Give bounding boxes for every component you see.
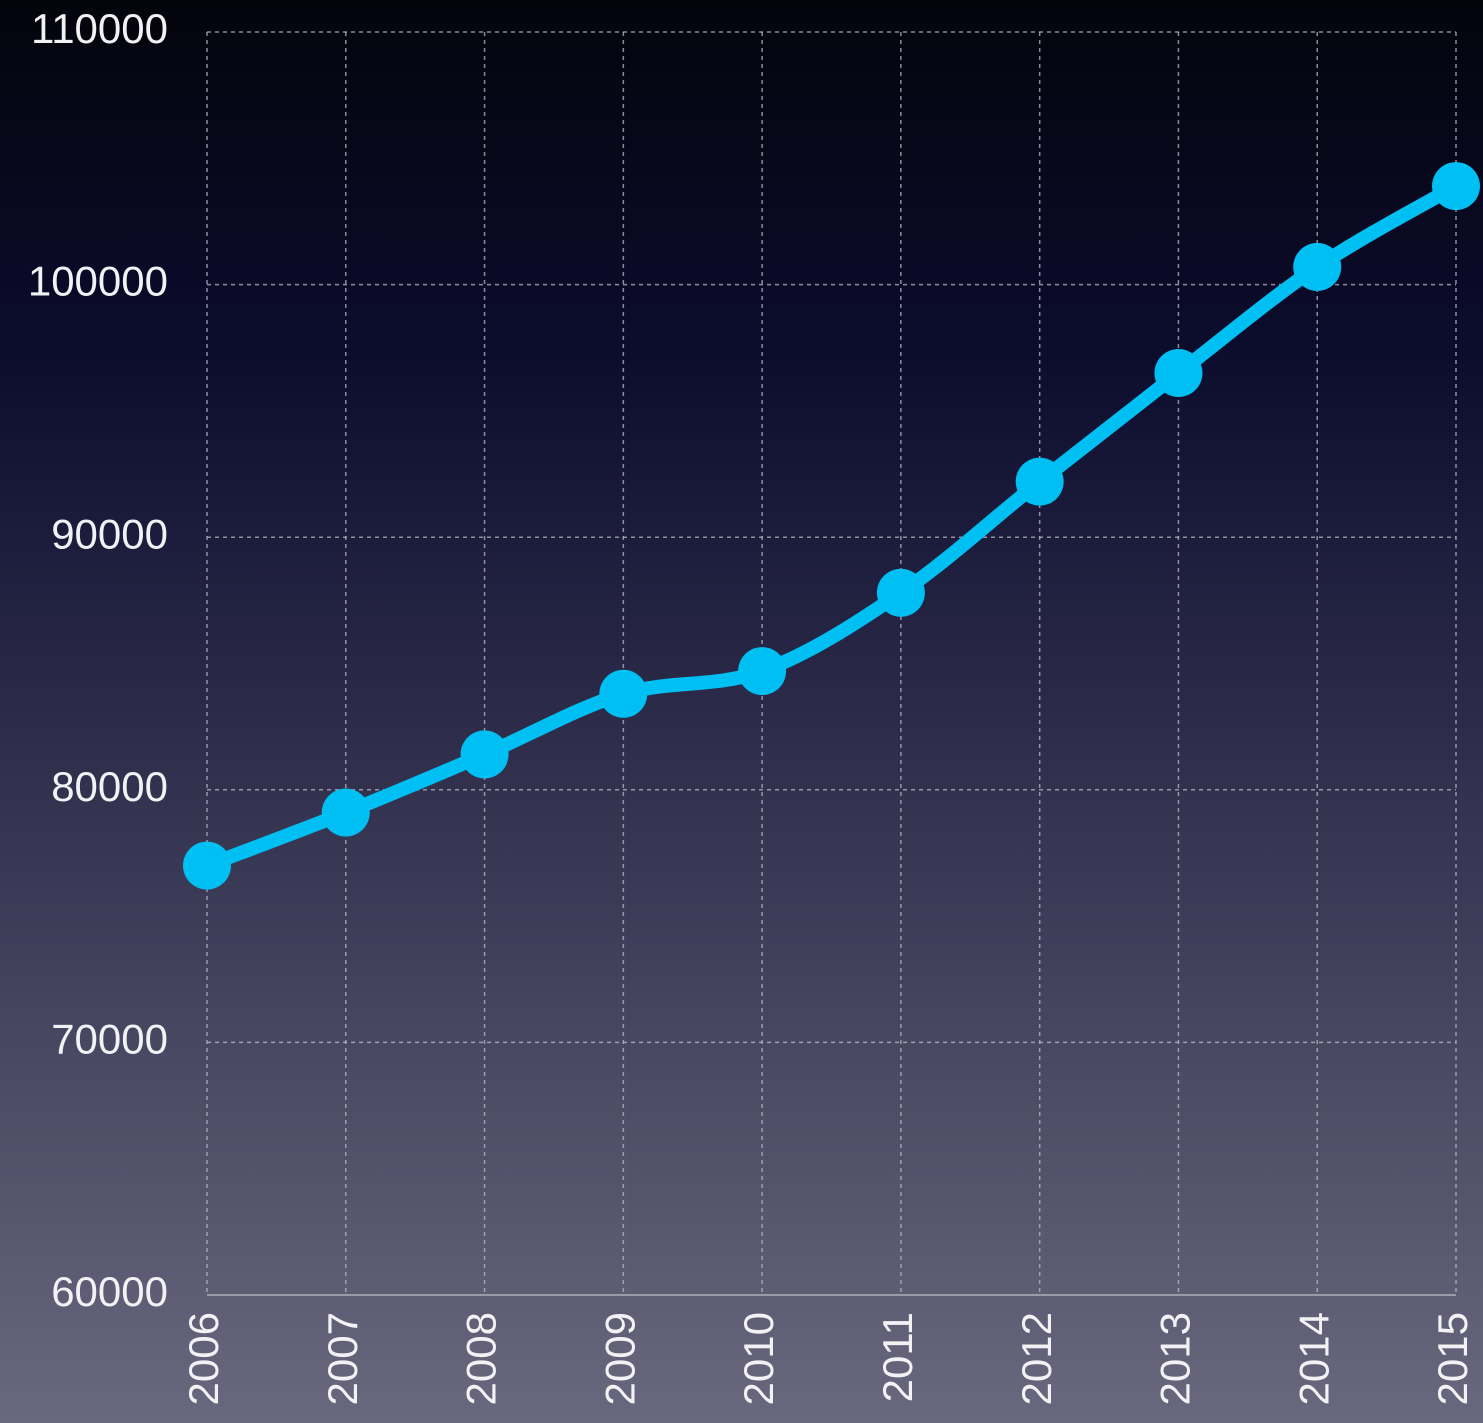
y-tick-label: 60000 (51, 1268, 168, 1315)
marker (321, 788, 370, 837)
x-tick-label: 2012 (1013, 1312, 1060, 1405)
y-tick-label: 70000 (51, 1015, 168, 1062)
x-tick-label: 2007 (319, 1312, 366, 1405)
x-tick-label: 2008 (458, 1312, 505, 1405)
x-tick-label: 2014 (1290, 1312, 1337, 1405)
marker (1015, 457, 1064, 506)
x-tick-label: 2006 (180, 1312, 227, 1405)
x-tick-label: 2009 (596, 1312, 643, 1405)
y-tick-label: 80000 (51, 763, 168, 810)
y-tick-label: 110000 (31, 5, 168, 52)
marker (738, 647, 787, 696)
marker (183, 841, 231, 890)
x-tick-label: 2015 (1429, 1312, 1476, 1405)
x-tick-label: 2013 (1152, 1312, 1199, 1405)
marker (460, 730, 509, 779)
x-tick-label: 2011 (874, 1312, 921, 1402)
marker (1293, 242, 1342, 291)
marker (1154, 349, 1203, 398)
y-tick-label: 100000 (28, 258, 168, 305)
line (204, 180, 1460, 873)
y-tick-label: 90000 (51, 510, 168, 557)
x-tick-label: 2010 (735, 1312, 782, 1405)
marker (1432, 162, 1480, 211)
marker (599, 669, 648, 718)
marker (876, 568, 925, 617)
